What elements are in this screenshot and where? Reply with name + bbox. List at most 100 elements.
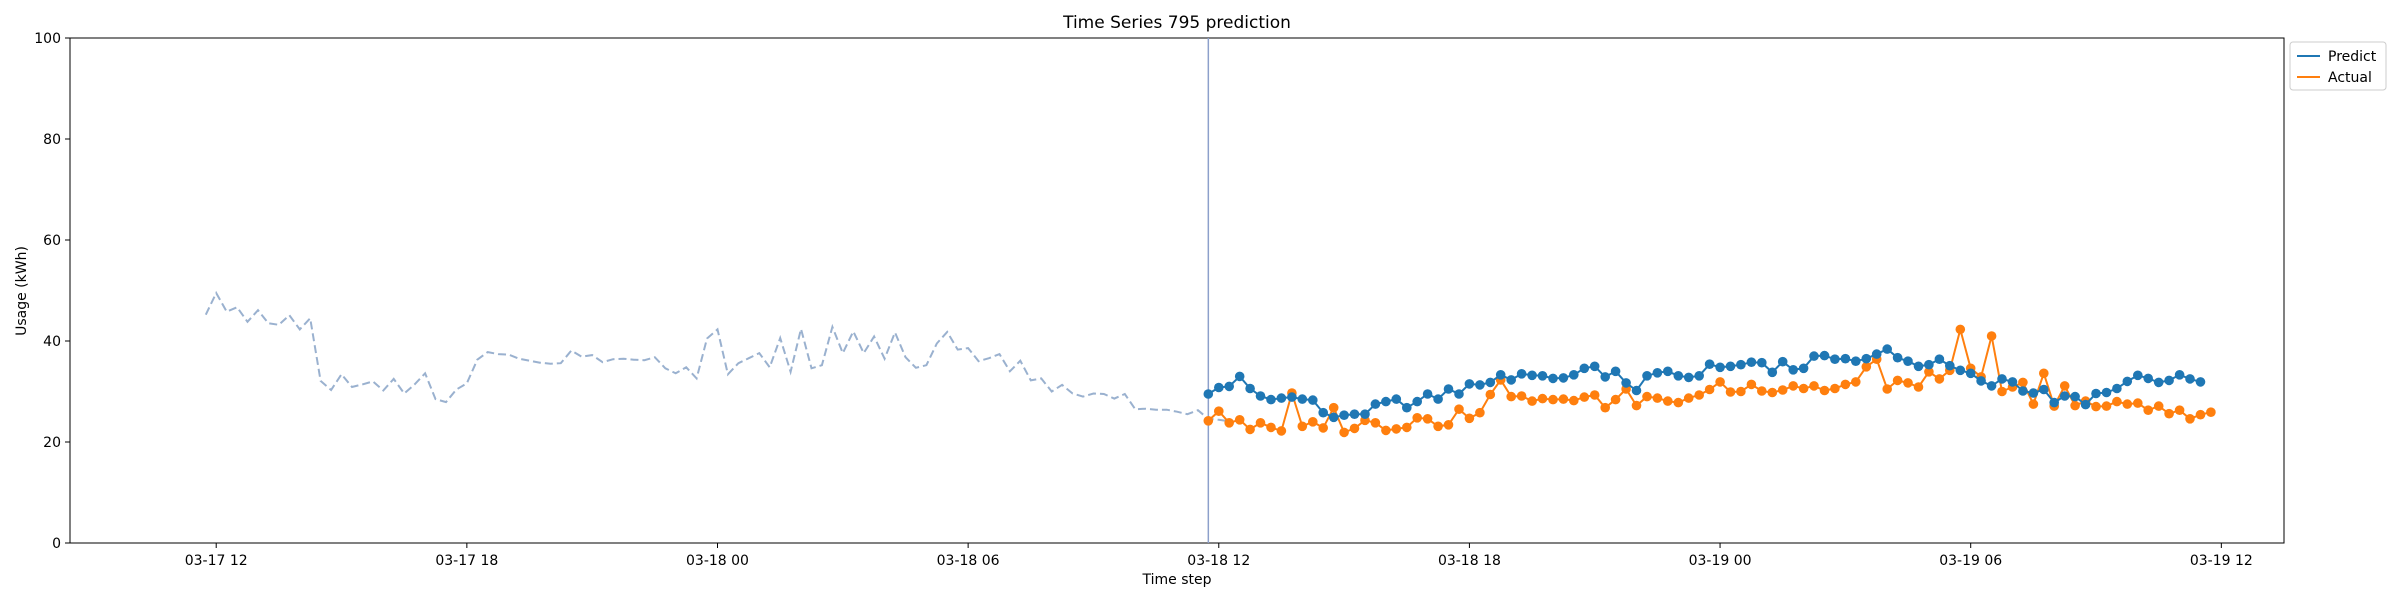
predict-point [1433,394,1443,404]
predict-point [1913,361,1924,372]
predict-point [1694,371,1704,381]
predict-point [1725,361,1736,372]
predict-point [1276,393,1287,403]
predict-point [2133,370,2143,381]
actual-point [2059,381,2070,391]
legend: Predict Actual [2289,41,2387,91]
predict-point [1308,395,1318,405]
actual-point [1318,423,1328,433]
predict-point [1589,361,1600,372]
actual-point [1454,404,1464,415]
predict-point [1255,391,1266,401]
actual-point [1934,374,1945,384]
predict-point [1402,402,1412,413]
predict-point [1464,379,1475,389]
predict-point [1683,372,1694,383]
predict-point [1798,363,1809,374]
chart-title: Time Series 795 prediction [1062,13,1291,33]
x-tick-label: 03-18 00 [686,553,749,569]
actual-point [1767,387,1778,398]
predict-point [1757,357,1767,368]
predict-point [2112,383,2122,394]
actual-point [1903,378,1913,388]
actual-point [2143,405,2153,416]
actual-point [1506,391,1516,402]
plot-area [69,37,2285,544]
predict-point [1266,394,1276,405]
actual-point [1830,383,1840,394]
actual-point [2174,405,2185,416]
y-tick-label: 20 [43,435,61,451]
predict-point [2070,391,2080,402]
predict-point [1704,359,1715,370]
actual-point [1203,416,1214,426]
predict-point [1882,344,1892,354]
actual-point [1464,413,1475,424]
predict-point [1234,371,1245,382]
actual-point [1757,386,1767,396]
x-tick-label: 03-17 12 [185,553,248,569]
actual-point [2164,408,2174,419]
actual-point [2028,399,2039,409]
history-line [204,290,1230,423]
predict-point [1527,370,1537,381]
x-axis-label: Time step [1142,572,1212,588]
actual-point [1558,394,1569,404]
actual-point [2185,414,2195,424]
actual-point [1433,421,1443,432]
actual-point [1725,387,1736,397]
actual-point [1892,375,1903,386]
predict-point [1287,392,1297,402]
x-axis: 03-17 12 03-17 18 03-18 00 03-18 06 03-18 12… [185,543,2253,569]
predict-point [1412,396,1422,407]
predict-point [1495,370,1506,380]
actual-point [1391,424,1402,434]
series-predict [1203,344,2206,423]
actual-point [1736,386,1746,397]
predict-point [1788,365,1798,375]
predict-point [1422,389,1433,399]
predict-point [2049,397,2059,408]
predict-point [1997,374,2007,384]
actual-point [1548,394,1558,405]
predict-point [1485,377,1496,388]
actual-point [1997,386,2007,397]
actual-point [2206,407,2216,418]
actual-point [2101,401,2112,411]
predict-point [1537,371,1548,381]
predict-point [2174,370,2185,380]
actual-point [1308,417,1318,427]
actual-point [1475,407,1485,418]
y-tick-label: 40 [43,334,61,350]
actual-point [1245,424,1255,435]
actual-point [2070,400,2080,411]
actual-point [2195,409,2206,420]
predict-point [2091,388,2101,399]
predict-point [1955,365,1966,376]
actual-point [1422,414,1433,424]
predict-point [1663,366,1673,377]
actual-point [1276,426,1287,436]
predict-point [1203,389,1214,399]
predict-point [1840,353,1851,364]
actual-point [1642,391,1652,402]
actual-point [1631,400,1642,411]
actual-point [1328,402,1339,413]
actual-point [1694,390,1704,400]
predict-point [1558,373,1569,383]
plot-frame [69,37,2285,544]
actual-point [1704,384,1715,395]
predict-point [1443,384,1454,394]
predict-point [1903,356,1913,367]
actual-point [1234,415,1245,425]
predict-point [1652,368,1663,378]
actual-point [2039,368,2049,379]
actual-point [1600,402,1610,413]
actual-point [1715,377,1725,387]
predict-point [2143,373,2153,384]
predict-point [2018,386,2028,396]
actual-point [1809,381,1819,391]
actual-point [2112,396,2122,407]
predict-point [1986,381,1997,391]
